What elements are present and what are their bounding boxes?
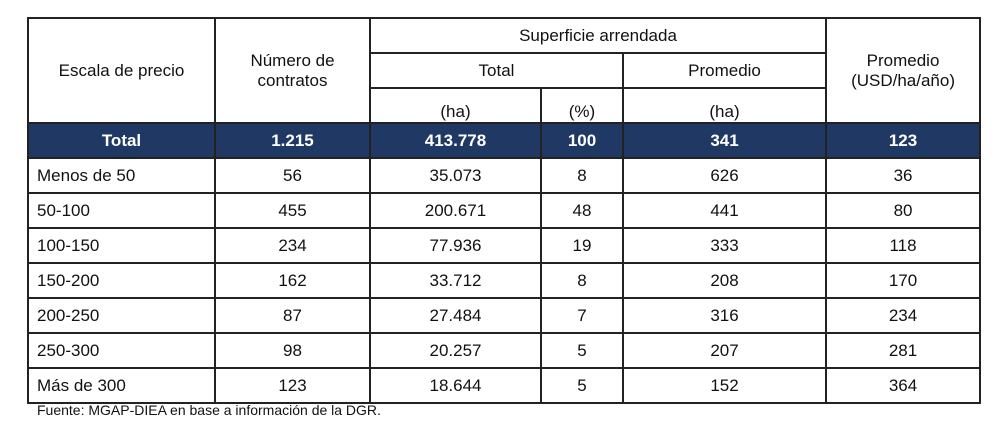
table-row: Menos de 50 56 35.073 8 626 36 <box>27 157 982 194</box>
table-row: Más de 300 123 18.644 5 152 364 <box>27 367 982 404</box>
cell-label: 100-150 <box>27 227 216 264</box>
cell-pct: 19 <box>540 227 624 264</box>
cell-pct: 7 <box>540 297 624 334</box>
cell-ha: 33.712 <box>369 262 542 299</box>
total-usd: 123 <box>825 122 982 159</box>
cell-label: 150-200 <box>27 262 216 299</box>
table-row: 150-200 162 33.712 8 208 170 <box>27 262 982 299</box>
total-row: Total 1.215 413.778 100 341 123 <box>27 122 982 159</box>
total-prom-ha: 341 <box>621 122 828 159</box>
table-row: 100-150 234 77.936 19 333 118 <box>27 227 982 264</box>
header-ha2: (ha) <box>621 87 828 124</box>
cell-contratos: 455 <box>214 192 371 229</box>
header-precio: Promedio (USD/ha/año) <box>825 17 982 124</box>
cell-pct: 5 <box>540 367 624 404</box>
header-escala: Escala de precio <box>27 17 216 124</box>
cell-ha: 35.073 <box>369 157 542 194</box>
total-label: Total <box>27 122 216 159</box>
cell-ha: 20.257 <box>369 332 542 369</box>
cell-usd: 281 <box>825 332 982 369</box>
header-row-3: (ha) (%) (ha) <box>28 87 980 124</box>
header-row-2: Total Promedio <box>28 52 980 89</box>
cell-prom-ha: 626 <box>621 157 828 194</box>
cell-contratos: 234 <box>214 227 371 264</box>
total-pct: 100 <box>540 122 624 159</box>
cell-pct: 48 <box>540 192 624 229</box>
cell-label: Menos de 50 <box>27 157 216 194</box>
cell-contratos: 98 <box>214 332 371 369</box>
header-pct: (%) <box>540 87 624 124</box>
cell-contratos: 162 <box>214 262 371 299</box>
cell-prom-ha: 207 <box>621 332 828 369</box>
cell-pct: 5 <box>540 332 624 369</box>
cell-prom-ha: 441 <box>621 192 828 229</box>
header-numero: Número de contratos <box>214 17 371 124</box>
cell-ha: 27.484 <box>369 297 542 334</box>
cell-contratos: 123 <box>214 367 371 404</box>
header-promedio: Promedio <box>621 52 828 89</box>
cell-label: 250-300 <box>27 332 216 369</box>
cell-usd: 118 <box>825 227 982 264</box>
cell-ha: 200.671 <box>369 192 542 229</box>
cell-usd: 80 <box>825 192 982 229</box>
cell-ha: 18.644 <box>369 367 542 404</box>
total-ha: 413.778 <box>369 122 542 159</box>
header-row-1: Escala de precio Número de contratos Sup… <box>27 17 982 124</box>
cell-label: 50-100 <box>27 192 216 229</box>
header-total: Total <box>369 52 624 89</box>
cell-contratos: 87 <box>214 297 371 334</box>
table-row: 250-300 98 20.257 5 207 281 <box>27 332 982 369</box>
data-table: Escala de precio Número de contratos Sup… <box>27 17 982 404</box>
cell-usd: 170 <box>825 262 982 299</box>
cell-prom-ha: 208 <box>621 262 828 299</box>
cell-ha: 77.936 <box>369 227 542 264</box>
cell-prom-ha: 152 <box>621 367 828 404</box>
cell-prom-ha: 333 <box>621 227 828 264</box>
cell-label: 200-250 <box>27 297 216 334</box>
total-contratos: 1.215 <box>214 122 371 159</box>
cell-prom-ha: 316 <box>621 297 828 334</box>
cell-usd: 234 <box>825 297 982 334</box>
cell-pct: 8 <box>540 262 624 299</box>
table-row: 200-250 87 27.484 7 316 234 <box>27 297 982 334</box>
footnote: Fuente: MGAP-DIEA en base a información … <box>37 402 381 418</box>
cell-label: Más de 300 <box>27 367 216 404</box>
header-ha: (ha) <box>369 87 542 124</box>
table-row: 50-100 455 200.671 48 441 80 <box>27 192 982 229</box>
header-superficie: Superficie arrendada <box>368 17 828 54</box>
cell-usd: 36 <box>825 157 982 194</box>
cell-usd: 364 <box>825 367 982 404</box>
cell-pct: 8 <box>540 157 624 194</box>
cell-contratos: 56 <box>214 157 371 194</box>
